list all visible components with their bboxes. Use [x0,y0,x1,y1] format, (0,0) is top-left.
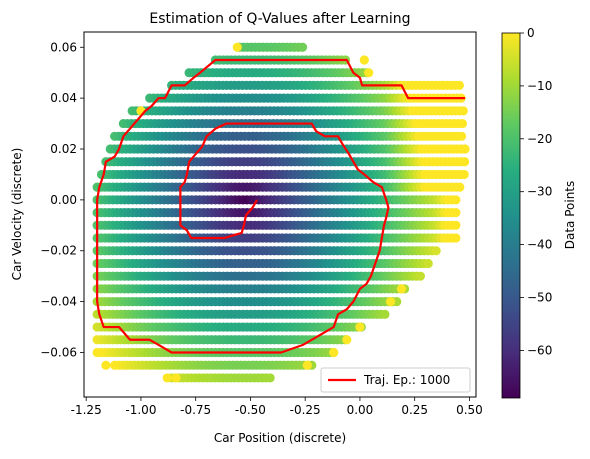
scatter-point [460,157,470,167]
colorbar-tick-label: −40 [527,238,552,252]
x-tick-label: 0.50 [456,403,483,417]
scatter-point [415,271,425,281]
trajectory-line [96,58,466,354]
y-tick-label: 0.04 [50,91,77,105]
scatter-points [92,42,470,383]
scatter-point-edge [162,373,172,383]
colorbar-label: Data Points [563,181,577,250]
scatter-point [380,309,390,319]
legend-box [320,367,471,393]
y-tick-label: −0.02 [40,244,77,258]
colorbar-tick-label: −10 [527,79,552,93]
colorbar-tick-label: −60 [527,343,552,357]
scatter-point [423,258,433,269]
colorbar-tick-label: −20 [527,132,552,146]
plot-frame [83,31,477,398]
scatter-point-edge [101,360,111,370]
legend: Traj. Ep.: 1000 [320,367,471,393]
scatter-point [456,131,467,141]
scatter-point-edge [438,80,448,91]
scatter-point-edge [232,42,242,52]
y-tick-label: 0.06 [50,40,77,54]
x-tick-label: 0.25 [401,403,428,417]
scatter-point [297,42,308,52]
y-axis-ticks: 0.06 0.04 0.02 0.00 −0.02 −0.04 −0.06 [40,40,84,359]
x-tick-label: 0.00 [347,403,374,417]
trajectory [96,58,466,354]
scatter-point [458,106,468,116]
colorbar-gradient [501,32,521,399]
y-tick-label: 0.00 [50,193,77,207]
y-tick-label: −0.04 [40,295,77,309]
y-tick-label: 0.02 [50,142,77,156]
x-tick-label: -1.00 [125,403,156,417]
colorbar: 0 −10 −20 −30 −40 −50 −60 Data Points [501,26,577,399]
scatter-point-edge [329,347,339,358]
scatter-point [451,207,461,218]
scatter-point-edge [359,55,369,65]
scatter-point [459,169,469,180]
y-tick-label: −0.06 [40,345,77,359]
x-tick-label: -0.75 [180,403,211,417]
scatter-point [431,246,441,256]
chart-title: Estimation of Q-Values after Learning [149,11,410,27]
scatter-point-edge [355,322,365,332]
scatter-point [454,80,464,91]
scatter-point-edge [364,68,374,78]
scatter-point [455,182,465,192]
x-tick-label: -0.25 [290,403,321,417]
scatter-point-edge [396,284,407,294]
scatter-point [457,118,468,129]
x-axis-label: Car Position (discrete) [214,431,346,445]
y-axis-label: Car Velocity (discrete) [10,148,24,281]
x-axis-ticks: -1.25 -1.00 -0.75 -0.50 -0.25 0.00 0.25 0.50 [71,397,483,417]
scatter-point [460,144,470,154]
scatter-point [451,233,461,243]
x-tick-label: -1.25 [71,403,102,417]
scatter-point [451,220,461,230]
x-tick-label: -0.50 [235,403,266,417]
legend-label-trajectory: Traj. Ep.: 1000 [363,373,450,387]
colorbar-tick-label: −50 [527,290,552,304]
colorbar-tick-label: −30 [527,185,552,199]
scatter-point [451,195,461,205]
scatter-point-edge [302,360,312,370]
scatter-point-edge [385,297,396,307]
scatter-point [265,373,275,383]
scatter-point-edge [171,373,181,383]
colorbar-ticks: 0 −10 −20 −30 −40 −50 −60 [520,26,552,357]
colorbar-tick-label: 0 [527,26,535,40]
scatter-point-edge [342,335,352,345]
